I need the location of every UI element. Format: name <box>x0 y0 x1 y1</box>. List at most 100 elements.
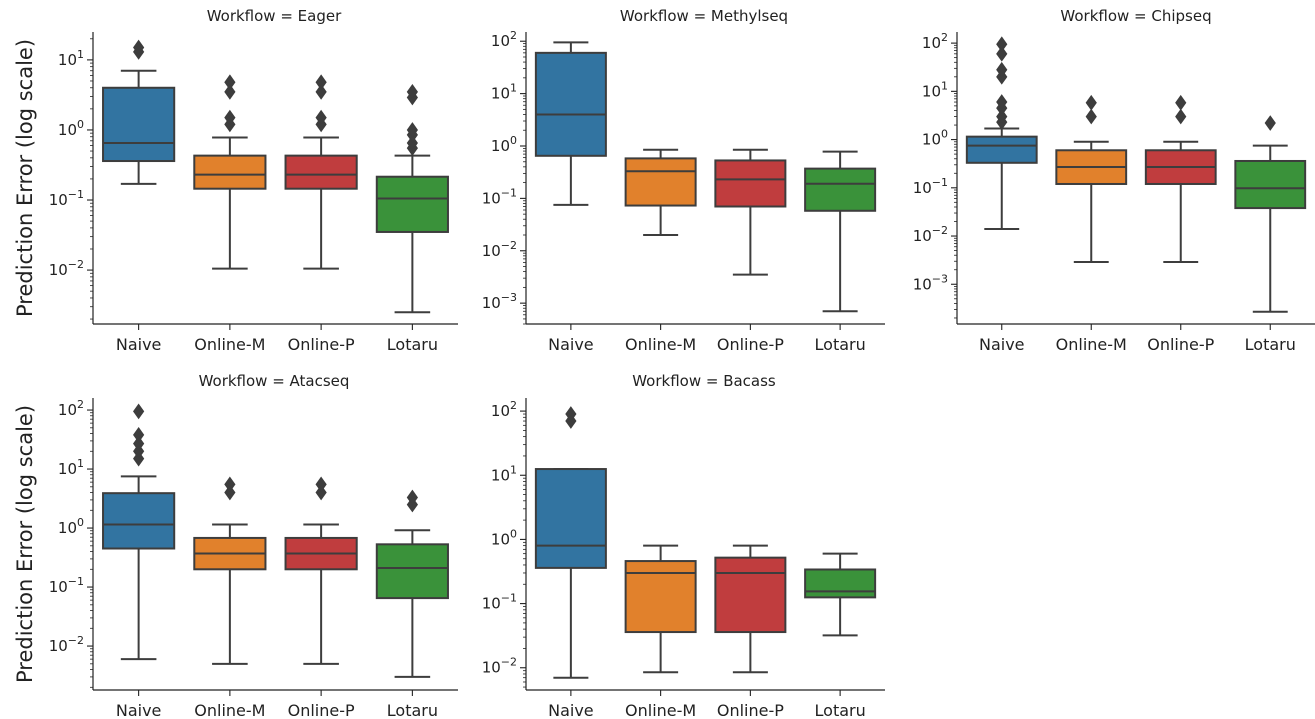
outlier-point <box>1175 94 1187 111</box>
iqr-box <box>714 556 787 634</box>
outlier-point <box>224 484 236 501</box>
y-tick-label: 10−2 <box>913 224 948 245</box>
box-online-m <box>1055 94 1128 263</box>
y-tick-label: 100 <box>491 134 517 155</box>
x-tick-label: Lotaru <box>387 701 438 719</box>
y-tick-label: 10−2 <box>49 634 84 655</box>
iqr-box <box>624 560 697 634</box>
outlier-point <box>315 83 327 100</box>
outlier-point <box>406 122 418 138</box>
outlier-point <box>315 109 327 126</box>
y-tick-label: 10−1 <box>913 176 948 197</box>
iqr-box <box>1234 159 1307 210</box>
box-online-m <box>193 74 267 270</box>
box-online-p <box>714 544 787 674</box>
y-tick-label: 10−1 <box>482 186 517 207</box>
y-tick-label: 10−1 <box>482 592 517 613</box>
x-tick-label: Lotaru <box>815 335 866 354</box>
box-naive <box>102 39 176 185</box>
facet-title: Workflow = Atacseq <box>199 372 350 390</box>
facet-panel-1: Workflow = Eager Prediction Error (log sc… <box>13 7 458 354</box>
x-tick-label: Naive <box>548 701 594 719</box>
x-tick-label: Lotaru <box>1245 335 1296 354</box>
box-lotaru <box>804 150 877 313</box>
iqr-box <box>102 86 176 163</box>
outlier-point <box>406 489 418 506</box>
box-online-p <box>714 148 787 276</box>
outlier-point <box>133 39 145 56</box>
outlier-point <box>133 403 145 420</box>
iqr-box <box>624 157 697 207</box>
y-tick-label: 10−3 <box>913 272 948 293</box>
iqr-box <box>375 175 449 233</box>
box-lotaru <box>375 83 449 314</box>
outlier-point <box>996 94 1008 110</box>
x-tick-label: Online-M <box>194 335 265 354</box>
iqr-box <box>375 543 449 600</box>
box-naive <box>965 36 1038 230</box>
x-tick-label: Online-P <box>288 335 355 354</box>
y-tick-label: 102 <box>922 31 948 52</box>
box-naive <box>534 406 607 679</box>
outlier-point <box>315 476 327 493</box>
x-tick-label: Online-M <box>625 701 696 719</box>
x-tick-label: Naive <box>116 335 162 354</box>
y-tick-label: 100 <box>58 118 84 139</box>
x-tick-label: Online-P <box>717 701 784 719</box>
y-tick-label: 10−3 <box>482 291 517 312</box>
x-tick-label: Naive <box>548 335 594 354</box>
x-tick-label: Online-M <box>625 335 696 354</box>
y-tick-label: 10−2 <box>482 239 517 260</box>
y-axis-label: Prediction Error (log scale) <box>13 39 37 317</box>
box-lotaru <box>804 552 877 637</box>
iqr-box <box>102 492 176 550</box>
outlier-point <box>133 426 145 443</box>
box-online-m <box>624 544 697 674</box>
box-online-p <box>284 476 358 665</box>
y-tick-label: 102 <box>491 29 517 50</box>
y-tick-label: 102 <box>58 398 84 419</box>
outlier-point <box>1175 108 1187 125</box>
y-tick-label: 101 <box>58 457 84 478</box>
y-tick-label: 100 <box>922 128 948 149</box>
facet-title: Workflow = Eager <box>207 7 342 25</box>
iqr-box <box>965 135 1038 164</box>
box-naive <box>534 41 607 206</box>
facet-title: Workflow = Bacass <box>632 372 776 390</box>
facet-panel-4: Workflow = Atacseq Prediction Error (log … <box>13 372 458 719</box>
box-lotaru <box>375 489 449 678</box>
y-tick-label: 10−2 <box>49 258 84 279</box>
x-tick-label: Online-M <box>1056 335 1127 354</box>
outlier-point <box>315 74 327 91</box>
facet-title: Workflow = Chipseq <box>1060 7 1211 25</box>
outlier-point <box>406 83 418 100</box>
y-tick-label: 102 <box>491 399 517 420</box>
box-online-m <box>193 476 267 665</box>
box-lotaru <box>1234 115 1307 313</box>
box-online-p <box>284 74 358 270</box>
outlier-point <box>1264 115 1276 131</box>
outlier-point <box>996 61 1008 78</box>
y-tick-label: 10−2 <box>482 656 517 677</box>
outlier-point <box>224 476 236 493</box>
outlier-point <box>1085 94 1097 111</box>
facet-panel-2: Workflow = Methylseq 102 101 100 10−1 10−2 10−… <box>482 7 885 354</box>
x-tick-label: Online-P <box>1147 335 1214 354</box>
x-tick-label: Online-M <box>194 701 265 719</box>
y-tick-label: 101 <box>491 463 517 484</box>
x-tick-label: Online-P <box>288 701 355 719</box>
iqr-box <box>804 167 877 212</box>
iqr-box <box>284 154 358 190</box>
iqr-box <box>534 51 607 157</box>
y-tick-label: 10−1 <box>49 188 84 209</box>
y-tick-label: 100 <box>58 516 84 537</box>
y-tick-label: 100 <box>491 527 517 548</box>
outlier-point <box>996 36 1008 53</box>
iqr-box <box>714 159 787 208</box>
outlier-point <box>406 135 418 151</box>
outlier-point <box>224 74 236 91</box>
x-tick-label: Naive <box>116 701 162 719</box>
outlier-point <box>996 108 1008 125</box>
x-tick-label: Lotaru <box>815 701 866 719</box>
